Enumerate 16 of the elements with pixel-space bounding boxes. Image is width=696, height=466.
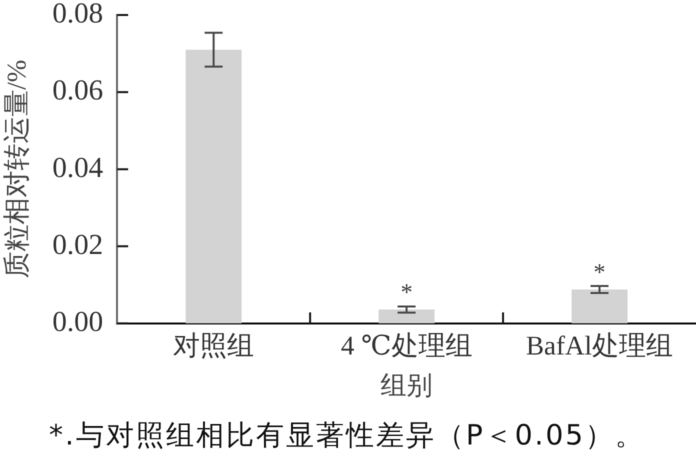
bar [572,289,628,324]
annotation: * [400,280,413,306]
x-tick-label: BafAl处理组 [526,330,674,361]
x-tick-label: 4 ℃处理组 [340,330,472,361]
bar [186,50,242,324]
y-axis-title: 质粒相对转运量/% [1,60,32,279]
bar [378,310,435,324]
y-tick-label: 0.08 [52,0,104,30]
y-tick-label: 0.00 [52,306,104,338]
y-tick-label: 0.04 [52,152,104,184]
text: *.与对照组相比有显著性差异（P＜0.05）。 [48,418,646,452]
x-tick-label: 对照组 [173,330,254,361]
annotation: * [594,260,606,286]
y-tick-label: 0.06 [52,74,104,107]
x-axis-title: 组别 [380,371,433,400]
y-tick-label: 0.02 [52,228,104,261]
